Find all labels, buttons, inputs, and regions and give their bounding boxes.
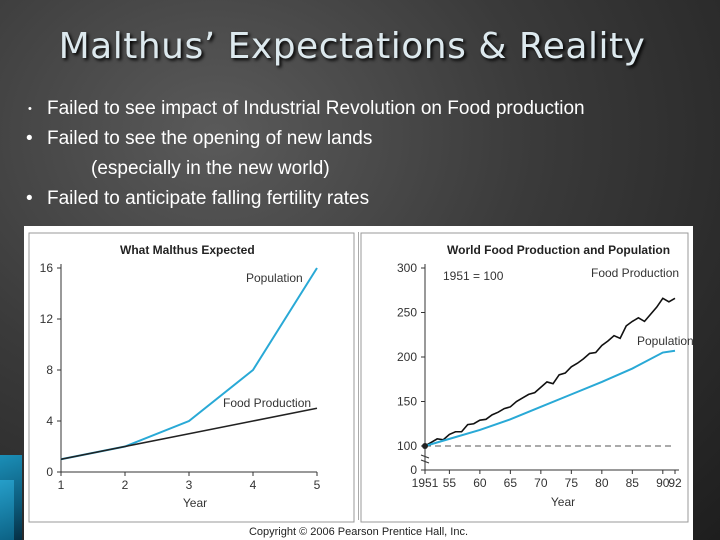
food-production-line bbox=[60, 407, 318, 461]
food-production-line bbox=[424, 297, 676, 447]
x-axis-label: Year bbox=[551, 495, 575, 509]
bullet-point-icon: • bbox=[26, 128, 33, 149]
bullet-text: Failed to see the opening of new lands bbox=[47, 128, 373, 149]
bullet-point-icon: • bbox=[26, 188, 33, 209]
copyright-text: Copyright © 2006 Pearson Prentice Hall, … bbox=[248, 526, 469, 538]
x-tick-label: 4 bbox=[250, 478, 257, 492]
bullet-item: • Failed to see the opening of new lands bbox=[22, 124, 720, 154]
y-tick-label: 150 bbox=[397, 395, 417, 409]
x-tick-label: 65 bbox=[504, 476, 518, 490]
baseline-point bbox=[422, 443, 428, 449]
x-tick-label: 70 bbox=[534, 476, 548, 490]
x-tick-label: 90 bbox=[656, 476, 670, 490]
y-tick-label: 8 bbox=[46, 363, 53, 377]
y-tick-label: 0 bbox=[410, 463, 417, 477]
x-tick-label: 3 bbox=[186, 478, 193, 492]
x-tick-label: 75 bbox=[565, 476, 579, 490]
y-tick-label: 4 bbox=[46, 414, 53, 428]
world-food-population-chart: World Food Production and Population 1951… bbox=[360, 232, 693, 523]
x-tick-label: 80 bbox=[595, 476, 609, 490]
x-tick-label: 1951 bbox=[412, 476, 439, 490]
x-axis-label: Year bbox=[183, 496, 207, 510]
chart-figure: What Malthus Expected 0 4 8 12 16 1 2 3 4 5 Year Pop… bbox=[24, 226, 693, 540]
bullet-item-continuation: (especially in the new world) bbox=[22, 154, 720, 184]
chart-title: World Food Production and Population bbox=[447, 243, 670, 257]
y-tick-label: 250 bbox=[397, 306, 417, 320]
x-tick-label: 85 bbox=[626, 476, 640, 490]
y-tick-label: 16 bbox=[40, 261, 54, 275]
y-tick-label: 0 bbox=[46, 465, 53, 479]
x-tick-label: 92 bbox=[668, 476, 682, 490]
chart-border bbox=[360, 232, 689, 523]
y-tick-label: 300 bbox=[397, 261, 417, 275]
series-label-population: Population bbox=[246, 271, 303, 285]
series-label-population: Population bbox=[637, 334, 693, 348]
chart-border bbox=[28, 232, 355, 523]
bullet-item: • Failed to see impact of Industrial Rev… bbox=[22, 94, 720, 124]
chart-annotation: 1951 = 100 bbox=[443, 269, 504, 283]
chart-title: What Malthus Expected bbox=[120, 243, 255, 257]
y-tick-label: 200 bbox=[397, 350, 417, 364]
bullet-item: • Failed to anticipate falling fertility… bbox=[22, 184, 720, 214]
decorative-corner-accent bbox=[0, 480, 14, 540]
population-line bbox=[424, 349, 676, 447]
x-tick-label: 60 bbox=[473, 476, 487, 490]
x-tick-label: 1 bbox=[58, 478, 65, 492]
bullet-text: Failed to anticipate falling fertility r… bbox=[47, 188, 370, 209]
y-tick-label: 100 bbox=[397, 439, 417, 453]
bullet-point-icon: • bbox=[28, 103, 32, 115]
x-tick-label: 5 bbox=[314, 478, 321, 492]
series-label-food-production: Food Production bbox=[223, 396, 311, 410]
axis-break-mark bbox=[420, 454, 430, 464]
x-tick-label: 2 bbox=[122, 478, 129, 492]
x-tick-label: 55 bbox=[443, 476, 457, 490]
bullet-text: (especially in the new world) bbox=[91, 158, 330, 179]
bullet-text: Failed to see impact of Industrial Revol… bbox=[47, 98, 585, 119]
chart-divider bbox=[358, 232, 359, 520]
bullet-list: • Failed to see impact of Industrial Rev… bbox=[22, 94, 720, 214]
y-tick-label: 12 bbox=[40, 312, 54, 326]
population-line bbox=[60, 267, 318, 461]
slide-title: Malthus’ Expectations & Reality bbox=[58, 26, 646, 67]
series-label-food-production: Food Production bbox=[591, 266, 679, 280]
